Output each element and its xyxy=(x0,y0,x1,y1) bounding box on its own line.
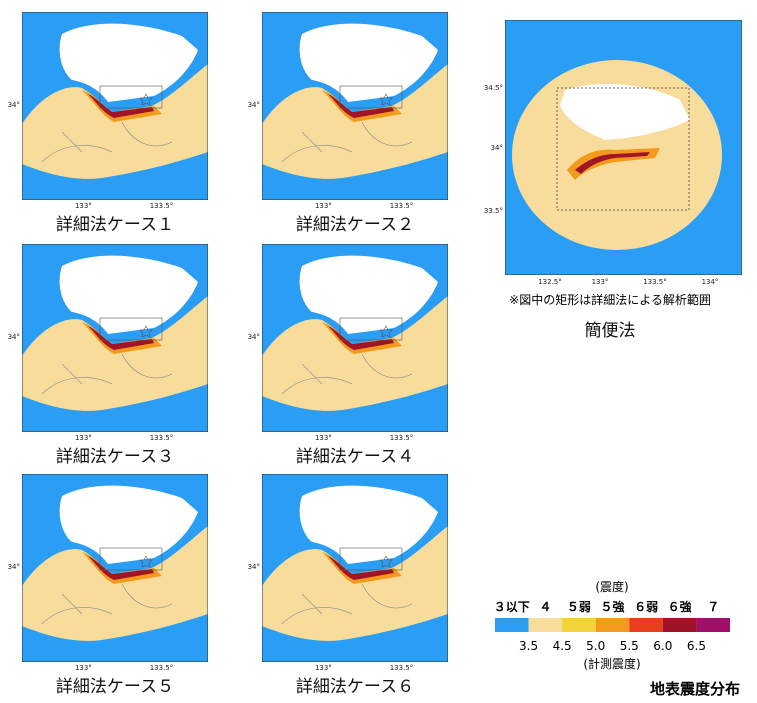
legend-class: ６強 xyxy=(668,599,692,614)
legend-class: ５弱 xyxy=(567,599,591,614)
y-tick-label: 34° xyxy=(491,144,503,152)
map-image xyxy=(262,12,448,200)
map-panel: 34° 133° 133.5° 詳細法ケース５ xyxy=(8,474,208,697)
x-tick-label: 133.5° xyxy=(150,664,174,672)
map-image xyxy=(262,474,448,662)
legend-swatch xyxy=(595,618,630,632)
legend-value: 6.5 xyxy=(687,639,706,653)
map-image xyxy=(22,244,208,432)
y-tick-label: 34° xyxy=(248,333,260,341)
caption: 詳細法ケース１ xyxy=(56,215,174,235)
map-image xyxy=(262,244,448,432)
panels: 34° 133° 133.5° 詳細法ケース１ 34° 133° 133.5° 詳細法ケース２… xyxy=(8,12,448,697)
legend-swatch xyxy=(495,618,529,632)
legend: (震度) (計測震度) 地表震度分布 ３以下 ４ ５弱 ５強 ６弱 ６強 ７ 3.5 4.5 5.… xyxy=(494,579,740,698)
x-tick-label: 133° xyxy=(592,278,609,286)
x-tick-label: 133° xyxy=(75,664,92,672)
x-tick-label: 133.5° xyxy=(150,202,174,210)
y-tick-label: 34° xyxy=(8,333,20,341)
legend-class: ６弱 xyxy=(634,599,658,614)
map-image xyxy=(22,12,208,200)
legend-value: 6.0 xyxy=(653,639,672,653)
y-tick-label: 34° xyxy=(248,101,260,109)
legend-swatch xyxy=(562,618,596,632)
x-tick-label: 133° xyxy=(315,202,332,210)
y-tick-label: 34.5° xyxy=(484,84,503,92)
x-tick-label: 132.5° xyxy=(538,278,562,286)
x-tick-label: 133° xyxy=(75,434,92,442)
caption: 詳細法ケース２ xyxy=(296,215,414,235)
x-tick-label: 133.5° xyxy=(150,434,174,442)
map-panel: 34° 133° 133.5° 詳細法ケース３ xyxy=(8,244,208,467)
legend-value: 5.0 xyxy=(586,639,605,653)
x-tick-label: 133° xyxy=(315,434,332,442)
legend-heading: (震度) xyxy=(595,579,628,594)
legend-swatch xyxy=(629,618,663,632)
caption: 詳細法ケース４ xyxy=(296,447,414,467)
legend-unit: (計測震度) xyxy=(583,656,640,671)
x-tick-label: 134° xyxy=(702,278,719,286)
map-panel: 34° 133° 133.5° 詳細法ケース２ xyxy=(248,12,448,235)
y-tick-label: 34° xyxy=(8,101,20,109)
caption: 詳細法ケース５ xyxy=(56,677,174,697)
legend-class: ３以下 xyxy=(494,600,530,614)
caption: 詳細法ケース３ xyxy=(56,447,174,467)
y-tick-label: 34° xyxy=(248,563,260,571)
x-tick-label: 133.5° xyxy=(390,202,414,210)
x-tick-label: 133.5° xyxy=(643,278,667,286)
x-tick-label: 133.5° xyxy=(390,664,414,672)
simple-map-image xyxy=(505,20,742,275)
map-panel: 34° 133° 133.5° 詳細法ケース６ xyxy=(248,474,448,697)
legend-swatch xyxy=(662,618,697,632)
caption: 詳細法ケース６ xyxy=(296,677,414,697)
legend-swatch xyxy=(696,618,730,632)
y-tick-label: 34° xyxy=(8,563,20,571)
simple-caption: 簡便法 xyxy=(585,321,636,341)
map-panel: 34° 133° 133.5° 詳細法ケース４ xyxy=(248,244,448,467)
legend-class: ４ xyxy=(539,600,551,614)
legend-value: 4.5 xyxy=(553,639,572,653)
legend-class: ７ xyxy=(707,600,719,614)
legend-title: 地表震度分布 xyxy=(650,680,740,698)
legend-swatch xyxy=(528,618,563,632)
map-panel: 34° 133° 133.5° 詳細法ケース１ xyxy=(8,12,208,235)
simple-map: ※図中の矩形は詳細法による解析範囲 簡便法 34.5° 34° 33.5° 132.5… xyxy=(484,20,742,341)
legend-class: ５強 xyxy=(600,599,624,614)
x-tick-label: 133° xyxy=(315,664,332,672)
note: ※図中の矩形は詳細法による解析範囲 xyxy=(509,292,711,307)
y-tick-label: 33.5° xyxy=(484,207,503,215)
map-image xyxy=(22,474,208,662)
x-tick-label: 133° xyxy=(75,202,92,210)
legend-value: 5.5 xyxy=(620,639,639,653)
legend-value: 3.5 xyxy=(519,639,538,653)
x-tick-label: 133.5° xyxy=(390,434,414,442)
